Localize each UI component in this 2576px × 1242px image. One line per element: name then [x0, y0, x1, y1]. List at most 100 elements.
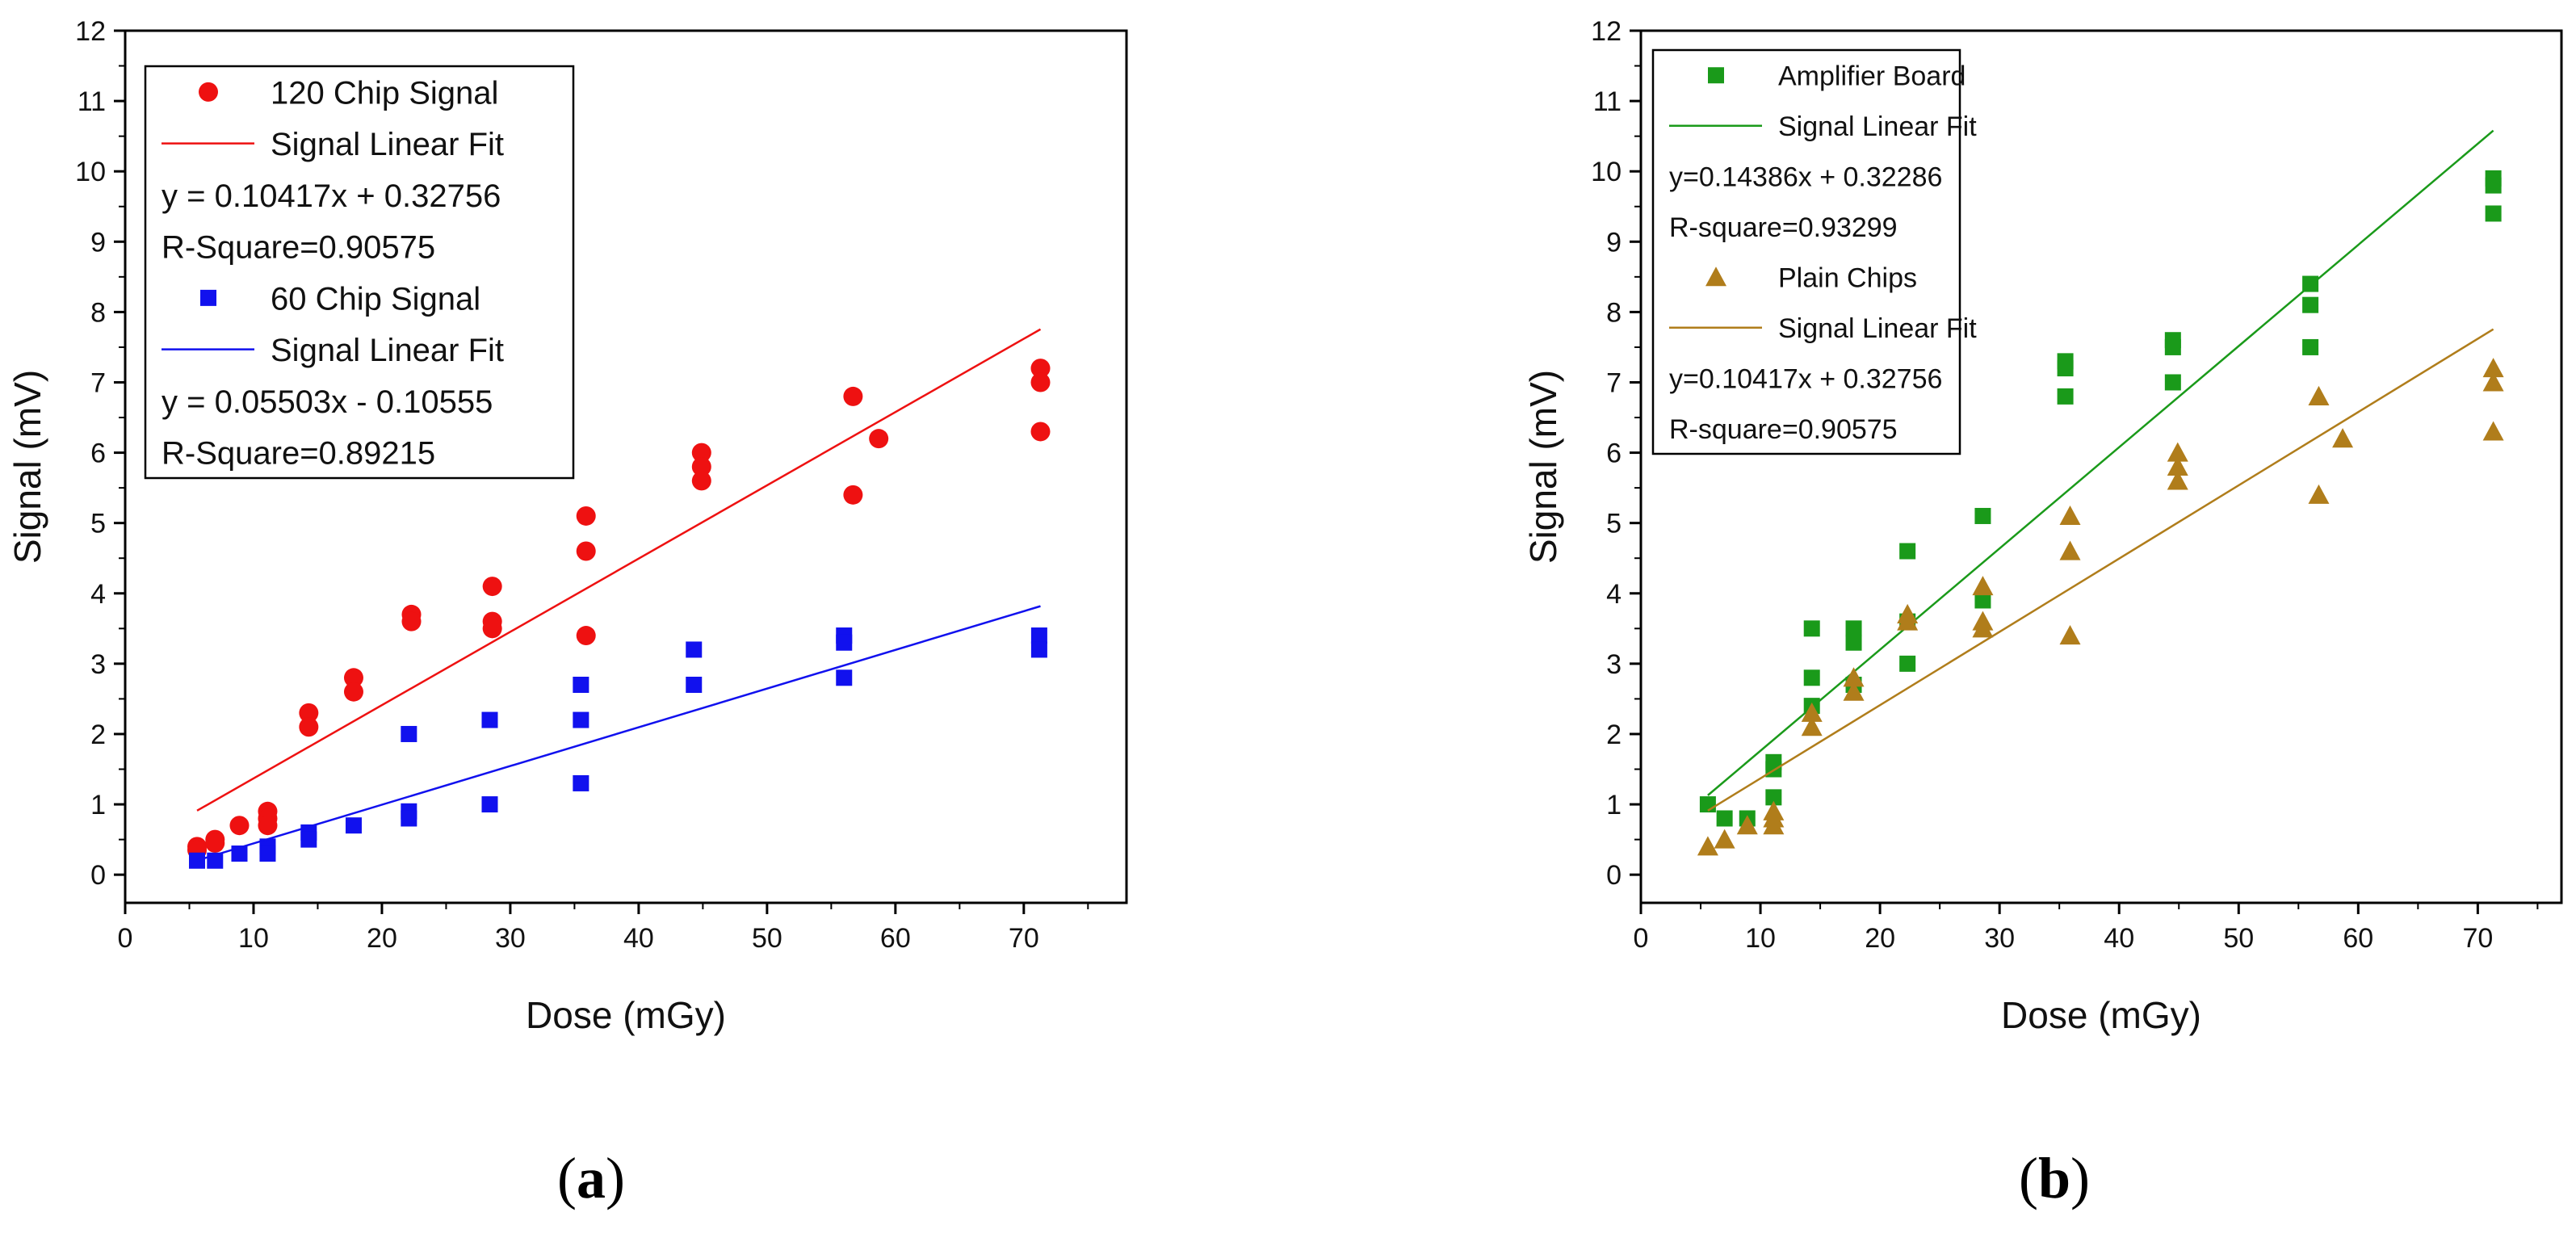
data-point: [481, 711, 498, 728]
data-point: [1736, 815, 1758, 835]
x-tick-label: 10: [1745, 923, 1776, 954]
data-point: [576, 626, 596, 646]
legend-marker: [1708, 67, 1724, 84]
y-tick-label: 10: [75, 157, 106, 187]
data-point: [2167, 470, 2188, 490]
data-point: [1845, 620, 1862, 637]
legend-box: [1651, 48, 1961, 455]
y-tick-label: 2: [90, 720, 106, 750]
legend: 120 Chip Signal Signal Linear Fit y = 0.10…: [144, 65, 575, 480]
x-axis-label: Dose (mGy): [2001, 994, 2201, 1036]
data-point: [1843, 681, 1865, 701]
series-1: [1707, 129, 2494, 796]
data-point: [2485, 177, 2502, 194]
series-2: [1697, 358, 2504, 856]
data-point: [1765, 789, 1782, 806]
data-point: [2302, 296, 2319, 313]
legend-label: Signal Linear Fit: [271, 127, 504, 162]
y-tick-label: 4: [1606, 579, 1622, 610]
data-point: [1845, 634, 1862, 651]
data-point: [482, 577, 502, 597]
y-tick-label: 11: [78, 86, 106, 117]
data-point: [229, 816, 250, 836]
data-point: [576, 541, 596, 561]
y-tick-label: 11: [1593, 86, 1622, 117]
data-point: [258, 816, 278, 836]
data-point: [1843, 667, 1865, 687]
data-point: [691, 471, 711, 491]
data-point: [843, 485, 863, 505]
y-tick-label: 0: [90, 860, 106, 891]
x-tick-label: 60: [880, 923, 911, 954]
x-tick-label: 70: [1009, 923, 1039, 954]
fit-line: [196, 605, 1041, 862]
legend-marker: [1705, 266, 1726, 287]
x-tick-label: 30: [1984, 923, 2015, 954]
fit-line: [196, 328, 1042, 812]
panel-label-a-letter: a: [576, 1146, 606, 1211]
data-point: [1714, 829, 1735, 849]
x-axis-label: Dose (mGy): [526, 994, 726, 1036]
x-tick-label: 0: [118, 923, 133, 954]
series-3: [1707, 328, 2494, 812]
legend-label: y=0.14386x + 0.32286: [1669, 162, 1942, 192]
legend: Amplifier Board Signal Linear Fit y=0.1438…: [1651, 48, 1977, 455]
data-point: [869, 429, 889, 449]
legend-label: 120 Chip Signal: [271, 75, 498, 111]
data-point: [1801, 702, 1823, 722]
fit-line: [1707, 328, 2494, 812]
data-point: [1972, 618, 1994, 638]
data-point: [482, 619, 502, 639]
legend-marker: [200, 289, 216, 306]
panel-label-b-letter: b: [2037, 1146, 2071, 1211]
x-tick-label: 10: [238, 923, 269, 954]
legend-box: [144, 65, 575, 480]
data-point: [573, 774, 589, 791]
legend-label: Signal Linear Fit: [1778, 313, 1977, 344]
y-tick-label: 2: [1606, 720, 1622, 750]
x-tick-label: 20: [1865, 923, 1895, 954]
data-point: [259, 845, 276, 862]
data-point: [1697, 836, 1718, 856]
data-point: [2059, 625, 2081, 645]
y-tick-label: 9: [1606, 227, 1622, 258]
data-point: [576, 506, 596, 526]
y-tick-label: 3: [90, 649, 106, 680]
data-point: [686, 677, 703, 693]
legend-label: R-square=0.93299: [1669, 212, 1898, 243]
series-0: [187, 359, 1051, 860]
y-tick-label: 6: [90, 438, 106, 469]
legend-marker: [199, 82, 218, 102]
data-point: [1801, 716, 1823, 736]
y-tick-label: 5: [90, 509, 106, 539]
y-tick-label: 0: [1606, 860, 1622, 891]
x-tick-label: 20: [367, 923, 397, 954]
data-point: [2482, 421, 2504, 441]
x-axis: 0 10 20 30 40 50 60 70: [1634, 903, 2539, 954]
data-point: [299, 703, 319, 723]
data-point: [843, 386, 863, 406]
data-point: [2164, 338, 2181, 355]
data-point: [2059, 540, 2081, 560]
y-tick-label: 6: [1606, 438, 1622, 469]
x-tick-label: 50: [752, 923, 782, 954]
data-point: [1030, 627, 1047, 644]
data-point: [343, 682, 363, 702]
data-point: [2302, 338, 2319, 355]
legend-label: Signal Linear Fit: [271, 333, 504, 368]
data-point: [1899, 543, 1916, 560]
data-point: [1899, 655, 1916, 672]
data-point: [1030, 422, 1051, 442]
data-point: [1716, 810, 1733, 827]
data-point: [686, 641, 703, 658]
data-point: [2482, 371, 2504, 392]
y-tick-label: 1: [90, 790, 106, 820]
data-point: [573, 711, 589, 728]
legend-label: R-Square=0.90575: [162, 230, 435, 266]
data-point: [401, 611, 422, 631]
plot-frame: [124, 29, 1128, 904]
